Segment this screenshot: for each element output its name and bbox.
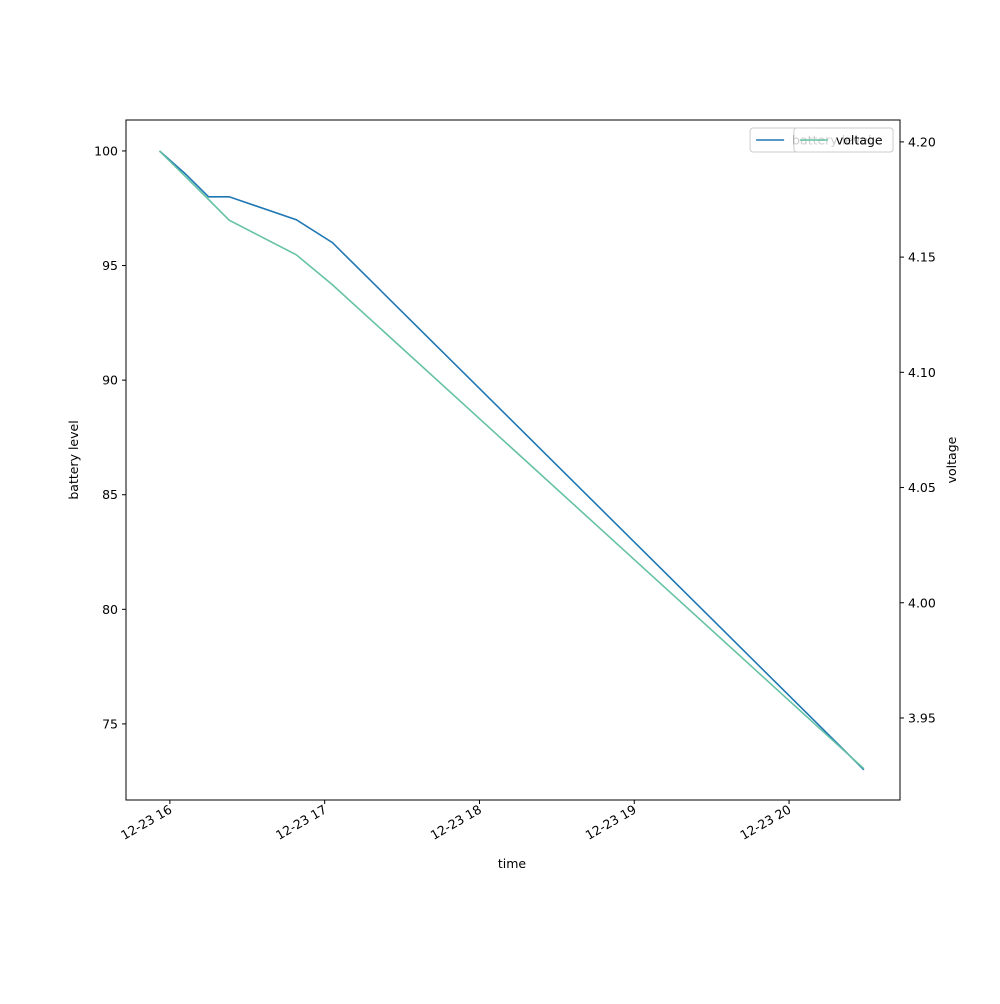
x-tick-label: 12-23 18 — [428, 802, 484, 843]
legend-frame — [793, 127, 894, 153]
y2-tick-label: 3.95 — [908, 710, 936, 725]
series-line — [159, 150, 865, 771]
y-tick-label: 75 — [102, 716, 118, 731]
series-line — [158, 150, 865, 770]
y-tick-label: 90 — [102, 373, 118, 388]
x-tick-label: 12-23 17 — [273, 802, 329, 843]
y2-tick-label: 4.15 — [908, 250, 936, 265]
y-tick-label: 100 — [94, 143, 118, 158]
x-tick-label: 12-23 16 — [118, 802, 174, 843]
y2-tick-label: 4.05 — [908, 480, 936, 495]
legend-label: voltage — [836, 133, 883, 148]
x-tick-label: 12-23 20 — [737, 802, 793, 843]
y-axis-label: battery level — [66, 420, 81, 499]
y-tick-label: 80 — [102, 602, 118, 617]
x-axis-label: time — [498, 856, 527, 871]
y-tick-label: 95 — [102, 258, 118, 273]
x-tick-label: 12-23 19 — [583, 802, 639, 843]
y2-tick-label: 4.20 — [908, 134, 936, 149]
y2-axis-label: voltage — [944, 436, 959, 483]
plot-frame — [125, 119, 901, 801]
y2-tick-label: 4.10 — [908, 365, 936, 380]
y-tick-label: 85 — [102, 487, 118, 502]
legend: voltage — [793, 127, 894, 153]
y2-tick-label: 4.00 — [908, 595, 936, 610]
